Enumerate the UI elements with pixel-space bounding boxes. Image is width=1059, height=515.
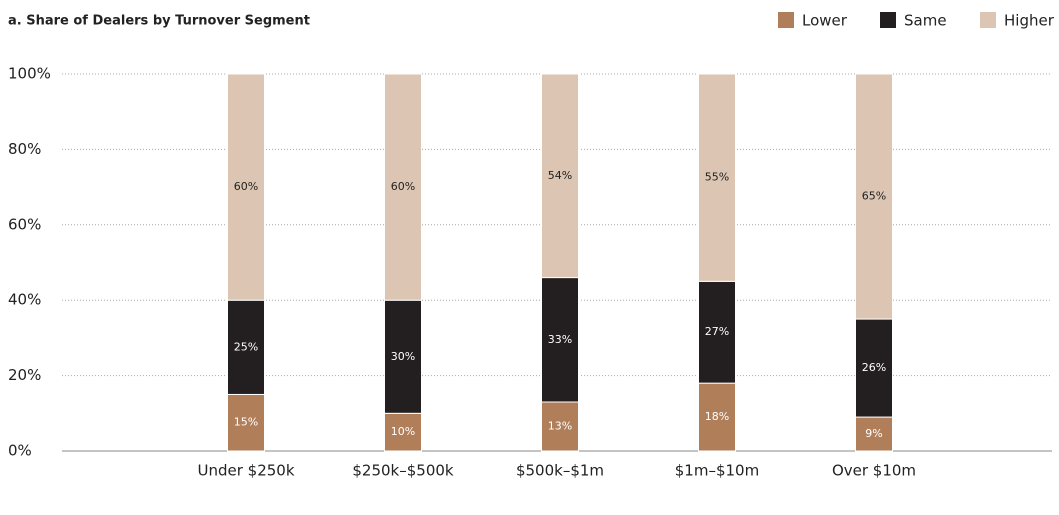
y-tick-label: 0% [8,442,32,460]
value-label: 55% [705,171,729,184]
bar-segment [227,299,265,395]
bar-segment [541,73,579,279]
y-tick-label: 60% [8,215,41,233]
value-label: 54% [548,169,572,182]
value-label: 25% [234,340,258,353]
x-tick-label: $1m–$10m [675,462,759,480]
value-label: 65% [862,190,886,203]
value-label: 60% [234,180,258,193]
y-tick-label: 40% [8,291,41,309]
legend-label: Lower [802,12,848,30]
bar-segment [384,299,422,414]
x-tick-label: $500k–$1m [516,462,604,480]
value-label: 26% [862,361,886,374]
value-label: 15% [234,416,258,429]
x-tick-label: Under $250k [197,462,294,480]
value-label: 18% [705,410,729,423]
value-label: 33% [548,333,572,346]
legend-label: Same [904,12,947,30]
value-label: 27% [705,325,729,338]
bar-segment [855,416,893,452]
value-label: 13% [548,419,572,432]
y-tick-label: 100% [8,65,51,83]
y-tick-label: 80% [8,140,41,158]
bar-segment [227,73,265,301]
value-label: 30% [391,350,415,363]
legend-swatch [980,12,996,28]
x-tick-label: $250k–$500k [352,462,454,480]
legend-swatch [880,12,896,28]
bar-segment [698,73,736,282]
chart-title: a. Share of Dealers by Turnover Segment [8,14,310,29]
value-label: 60% [391,180,415,193]
bar-segment [227,393,265,452]
bar-segment [384,73,422,301]
value-label: 10% [391,425,415,438]
bar-segment [698,382,736,452]
value-label: 9% [865,427,882,440]
bar-segment [855,318,893,418]
x-tick-label: Over $10m [832,462,916,480]
bar-segment [541,277,579,403]
bar-segment [541,401,579,452]
y-tick-label: 20% [8,366,41,384]
bar-segment [698,280,736,384]
legend-label: Higher [1004,12,1055,30]
legend-swatch [778,12,794,28]
bar-segment [855,73,893,320]
